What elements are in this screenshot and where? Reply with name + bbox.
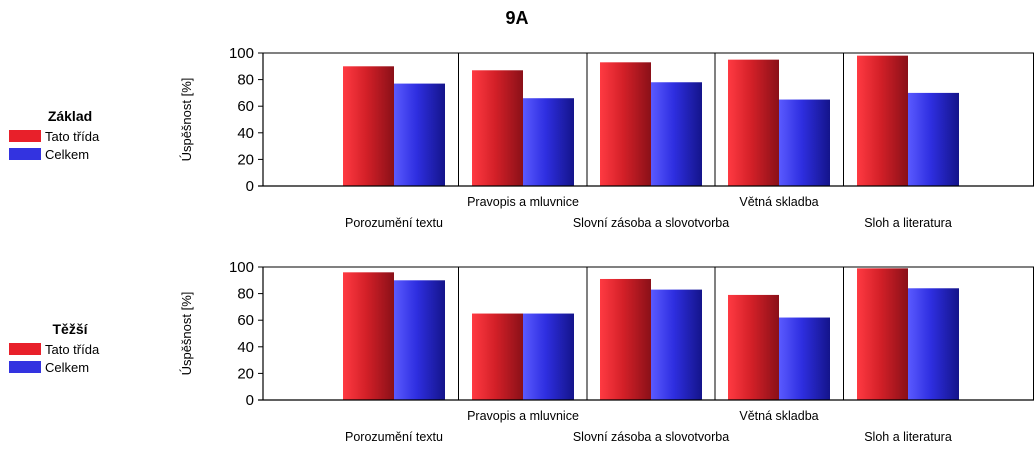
legend-label-tato-trida: Tato třída — [45, 129, 100, 144]
y-tick-label: 20 — [237, 365, 254, 382]
category-label: Sloh a literatura — [864, 216, 952, 230]
bar-tato-trida — [343, 272, 394, 400]
chart-2: Těžší Tato třída Celkem Úspěšnost [%] 0 20 40 6… — [9, 259, 1034, 444]
y-tick-label: 40 — [237, 339, 254, 356]
category-label: Porozumění textu — [345, 430, 443, 444]
bar-celkem — [908, 92, 959, 186]
legend-title: Základ — [48, 108, 92, 124]
y-tick-label: 100 — [229, 259, 254, 276]
legend-swatch-tato-trida — [9, 130, 41, 142]
y-tick-label: 100 — [229, 45, 254, 62]
y-tick-label: 80 — [237, 286, 254, 303]
y-tick-label: 0 — [246, 392, 254, 409]
chart-1: Základ Tato třída Celkem Úspěšnost [%] 0 20 40… — [9, 45, 1034, 230]
category-label: Porozumění textu — [345, 216, 443, 230]
legend-label-celkem: Celkem — [45, 360, 89, 375]
bar-tato-trida — [472, 313, 523, 400]
y-tick-label: 40 — [237, 125, 254, 142]
category-label: Větná skladba — [739, 195, 818, 209]
bar-celkem — [394, 83, 445, 186]
bar-celkem — [651, 289, 702, 400]
category-label: Pravopis a mluvnice — [467, 409, 579, 423]
legend-swatch-celkem — [9, 361, 41, 373]
legend-label-celkem: Celkem — [45, 147, 89, 162]
bar-tato-trida — [600, 62, 651, 187]
y-tick-label: 60 — [237, 98, 254, 115]
category-label: Pravopis a mluvnice — [467, 195, 579, 209]
y-tick-label: 20 — [237, 151, 254, 168]
bar-tato-trida — [728, 59, 779, 186]
bar-celkem — [523, 98, 574, 186]
bar-celkem — [394, 280, 445, 400]
legend-label-tato-trida: Tato třída — [45, 342, 100, 357]
category-label: Větná skladba — [739, 409, 818, 423]
bar-celkem — [779, 317, 830, 400]
bar-tato-trida — [343, 66, 394, 186]
legend-swatch-tato-trida — [9, 343, 41, 355]
page-title: 9A — [505, 8, 529, 28]
bar-tato-trida — [728, 294, 779, 400]
bar-celkem — [779, 99, 830, 186]
y-axis-label: Úspěšnost [%] — [179, 78, 194, 162]
bar-celkem — [523, 313, 574, 400]
bar-tato-trida — [472, 70, 523, 186]
category-label: Slovní zásoba a slovotvorba — [573, 430, 729, 444]
bar-celkem — [651, 82, 702, 186]
y-tick-label: 60 — [237, 312, 254, 329]
bar-celkem — [908, 288, 959, 400]
legend-title: Těžší — [52, 321, 88, 337]
y-tick-label: 0 — [246, 178, 254, 195]
category-label: Sloh a literatura — [864, 430, 952, 444]
bar-tato-trida — [600, 278, 651, 400]
legend-swatch-celkem — [9, 148, 41, 160]
y-tick-label: 80 — [237, 72, 254, 89]
bar-tato-trida — [857, 55, 908, 186]
category-label: Slovní zásoba a slovotvorba — [573, 216, 729, 230]
bar-tato-trida — [857, 268, 908, 400]
y-axis-label: Úspěšnost [%] — [179, 292, 194, 376]
